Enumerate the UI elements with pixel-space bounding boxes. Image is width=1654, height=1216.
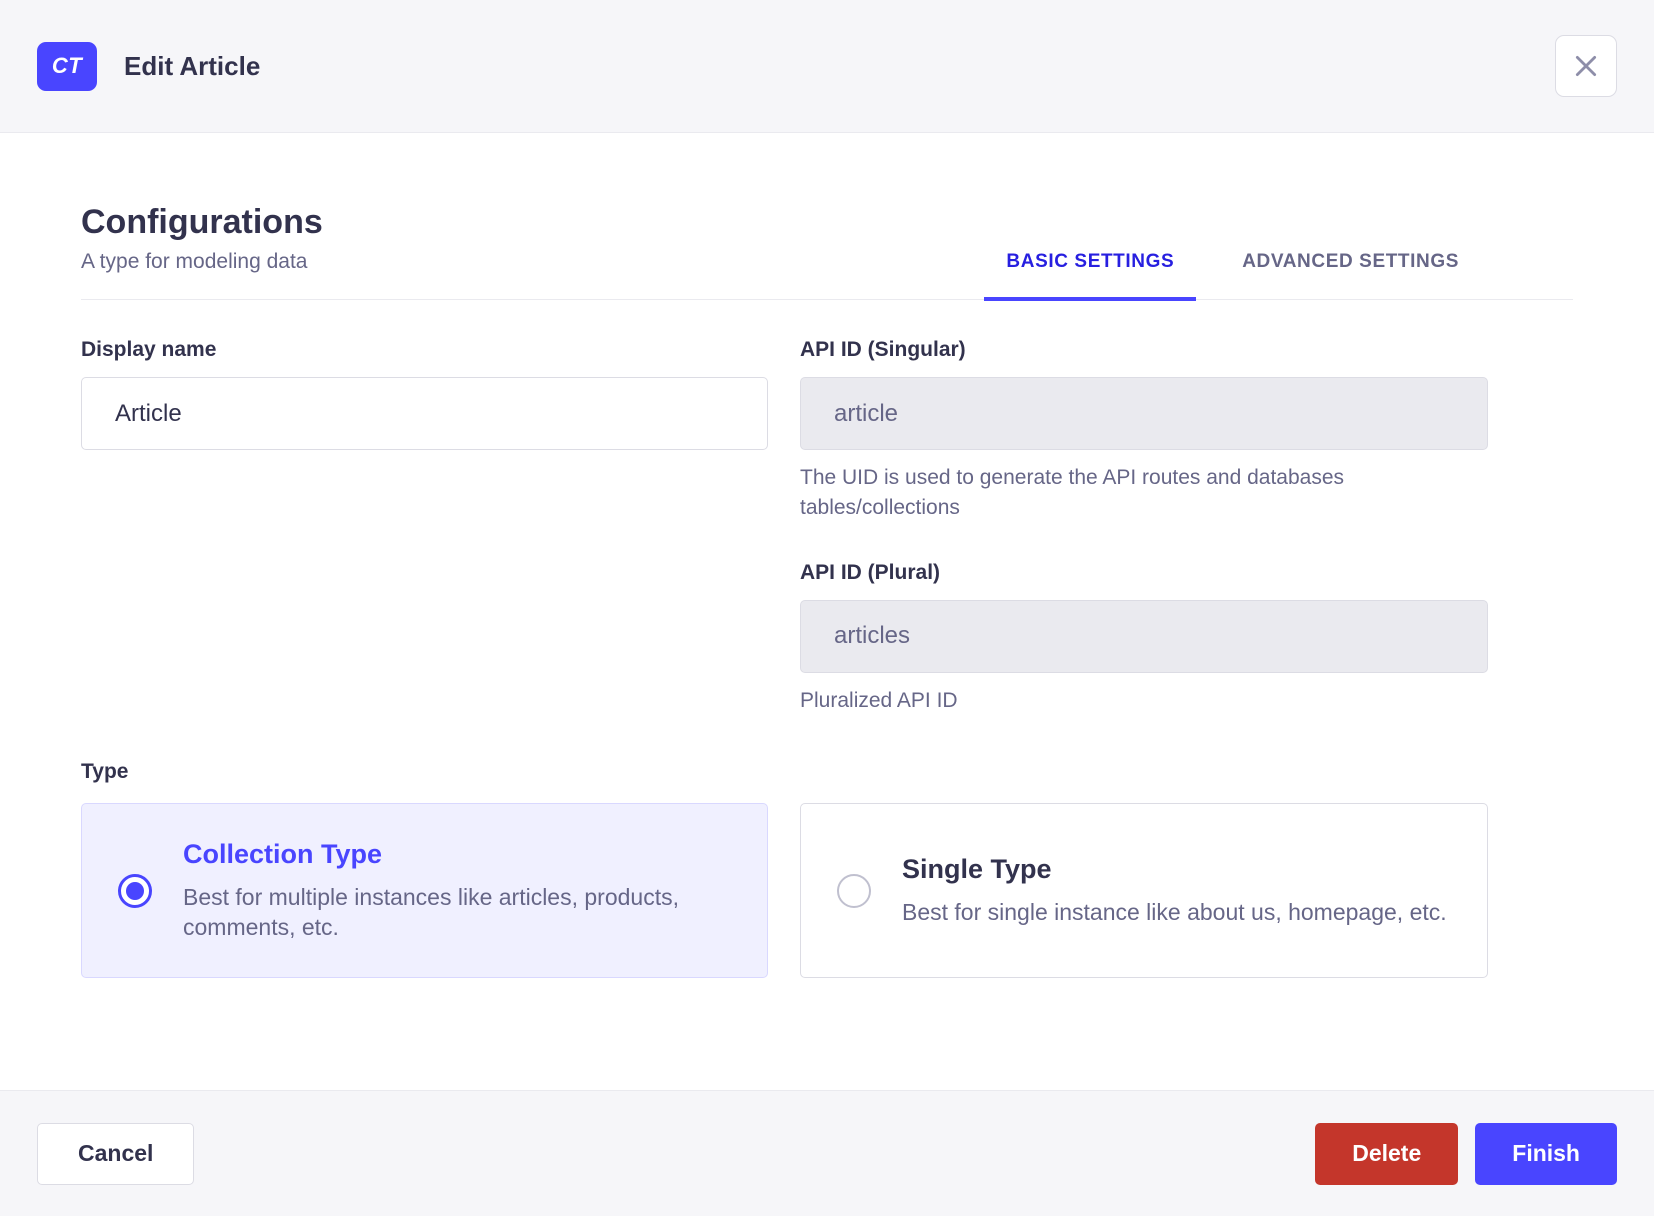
display-name-field: Display name [81, 338, 768, 716]
content-type-badge: CT [37, 41, 97, 91]
modal-footer: Cancel Delete Finish [0, 1090, 1654, 1216]
modal-title: Edit Article [124, 50, 261, 81]
close-icon [1573, 53, 1599, 79]
type-option-single[interactable]: Single Type Best for single instance lik… [800, 803, 1488, 979]
finish-button[interactable]: Finish [1475, 1122, 1617, 1185]
close-button[interactable] [1555, 35, 1617, 97]
single-type-title: Single Type [902, 854, 1052, 885]
api-id-singular-label: API ID (Singular) [800, 338, 966, 361]
section-titles: Configurations A type for modeling data [81, 203, 323, 299]
api-id-plural-field: API ID (Plural) Pluralized API ID [800, 561, 1488, 716]
content-type-badge-label: CT [51, 53, 83, 78]
collection-type-text: Collection Type Best for multiple instan… [183, 839, 728, 943]
tab-basic-settings[interactable]: BASIC SETTINGS [984, 251, 1197, 301]
single-type-description: Best for single instance like about us, … [902, 899, 1447, 926]
display-name-label: Display name [81, 338, 217, 361]
cancel-button[interactable]: Cancel [37, 1122, 195, 1185]
collection-type-title: Collection Type [183, 838, 383, 869]
api-id-singular-input [800, 377, 1488, 450]
delete-button[interactable]: Delete [1315, 1122, 1459, 1185]
single-type-text: Single Type Best for single instance lik… [902, 854, 1447, 927]
modal-body: Configurations A type for modeling data … [0, 133, 1654, 1090]
type-section-label: Type [81, 760, 129, 784]
type-option-collection[interactable]: Collection Type Best for multiple instan… [81, 803, 768, 979]
api-id-plural-input [800, 599, 1488, 673]
api-id-singular-hint: The UID is used to generate the API rout… [800, 466, 1345, 520]
section-head: Configurations A type for modeling data … [81, 133, 1573, 301]
api-id-singular-field: API ID (Singular) The UID is used to gen… [800, 338, 1488, 524]
footer-actions: Delete Finish [1315, 1122, 1617, 1185]
type-options: Collection Type Best for multiple instan… [81, 803, 1488, 979]
page-title: Configurations [81, 203, 323, 241]
page-subtitle: A type for modeling data [81, 250, 308, 273]
configuration-form: Display name API ID (Singular) The UID i… [81, 338, 1573, 979]
tab-bar: BASIC SETTINGS ADVANCED SETTINGS [984, 251, 1481, 301]
api-id-column: API ID (Singular) The UID is used to gen… [800, 338, 1488, 716]
modal-header: CT Edit Article [0, 0, 1654, 133]
tab-advanced-settings[interactable]: ADVANCED SETTINGS [1220, 251, 1481, 301]
api-id-plural-label: API ID (Plural) [800, 560, 941, 584]
display-name-input[interactable] [81, 377, 768, 450]
radio-single-type-unchecked[interactable] [837, 873, 871, 908]
api-id-plural-hint: Pluralized API ID [800, 688, 958, 712]
radio-collection-type-checked[interactable] [118, 873, 152, 908]
collection-type-description: Best for multiple instances like article… [183, 883, 679, 941]
